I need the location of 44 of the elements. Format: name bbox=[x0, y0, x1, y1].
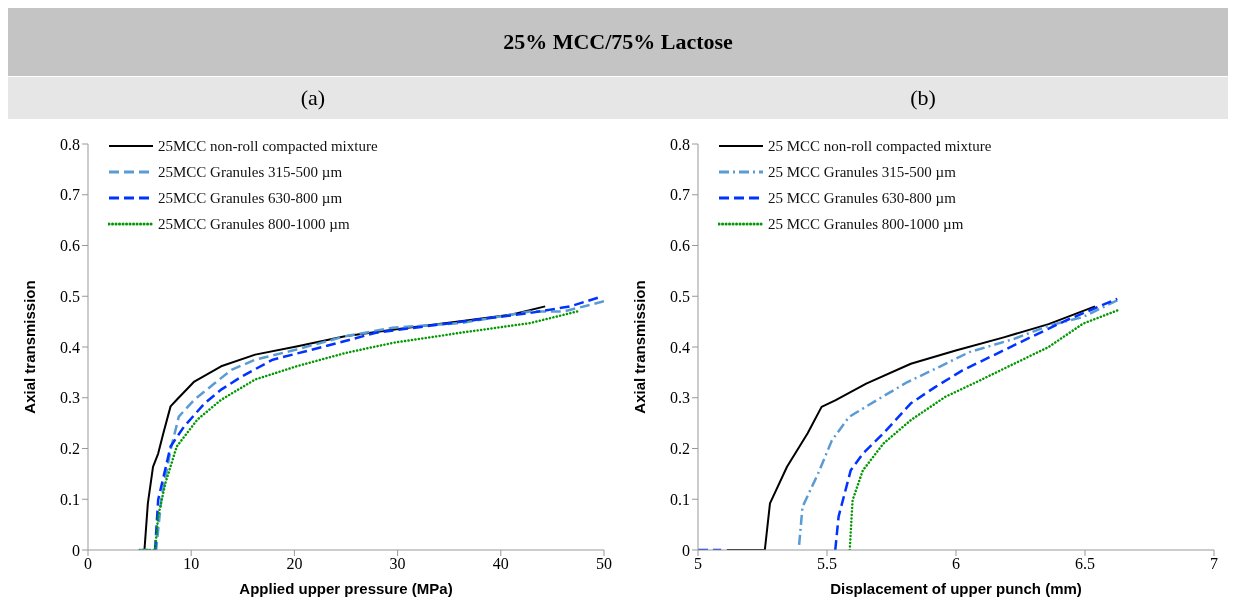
y-tick-label: 0.8 bbox=[60, 135, 80, 153]
y-tick-label: 0 bbox=[72, 541, 80, 559]
y-axis-title: Axial transmission bbox=[21, 280, 39, 414]
legend-label: 25MCC non-roll compacted mixture bbox=[158, 137, 378, 156]
legend-label: 25 MCC Granules 630-800 µm bbox=[768, 189, 956, 208]
y-axis-title: Axial transmission bbox=[631, 280, 649, 414]
y-tick-label: 0.4 bbox=[60, 338, 80, 356]
x-tick-label: 5 bbox=[694, 555, 702, 573]
legend-label: 25MCC Granules 800-1000 µm bbox=[158, 215, 350, 234]
x-tick-label: 5.5 bbox=[817, 555, 837, 573]
y-tick-label: 0.5 bbox=[60, 287, 80, 305]
y-tick-label: 0.4 bbox=[670, 338, 690, 356]
x-tick-label: 6.5 bbox=[1075, 555, 1095, 573]
legend-label: 25 MCC Granules 315-500 µm bbox=[768, 163, 956, 182]
chart-subtitle: (a) bbox=[8, 77, 618, 120]
y-tick-label: 0.6 bbox=[670, 237, 690, 255]
legend-label: 25MCC Granules 630-800 µm bbox=[158, 189, 343, 208]
y-tick-label: 0.1 bbox=[60, 490, 80, 508]
x-tick-label: 10 bbox=[183, 555, 200, 573]
chart-subtitle: (b) bbox=[618, 77, 1228, 120]
y-tick-label: 0.6 bbox=[60, 237, 80, 255]
y-tick-label: 0.2 bbox=[670, 440, 690, 458]
y-tick-label: 0.3 bbox=[670, 389, 690, 407]
y-tick-label: 0.5 bbox=[670, 287, 690, 305]
x-tick-label: 30 bbox=[389, 555, 406, 573]
x-axis-title: Displacement of upper punch (mm) bbox=[830, 580, 1082, 597]
legend-label: 25MCC Granules 315-500 µm bbox=[158, 163, 343, 182]
y-tick-label: 0.7 bbox=[60, 186, 80, 204]
x-axis-title: Applied upper pressure (MPa) bbox=[239, 580, 453, 597]
y-tick-label: 0.2 bbox=[60, 440, 80, 458]
y-tick-label: 0.8 bbox=[670, 135, 690, 153]
y-tick-label: 0.3 bbox=[60, 389, 80, 407]
legend-label: 25 MCC non-roll compacted mixture bbox=[768, 137, 992, 156]
x-tick-label: 40 bbox=[492, 555, 509, 573]
y-tick-label: 0.1 bbox=[670, 490, 690, 508]
legend-label: 25 MCC Granules 800-1000 µm bbox=[768, 215, 964, 234]
x-tick-label: 0 bbox=[84, 555, 92, 573]
x-tick-label: 50 bbox=[596, 555, 612, 573]
x-tick-label: 7 bbox=[1210, 555, 1218, 573]
x-tick-label: 20 bbox=[286, 555, 303, 573]
y-tick-label: 0 bbox=[682, 541, 690, 559]
x-tick-label: 6 bbox=[952, 555, 960, 573]
chart-title: 25% MCC/75% Lactose bbox=[8, 8, 1228, 77]
y-tick-label: 0.7 bbox=[670, 186, 690, 204]
